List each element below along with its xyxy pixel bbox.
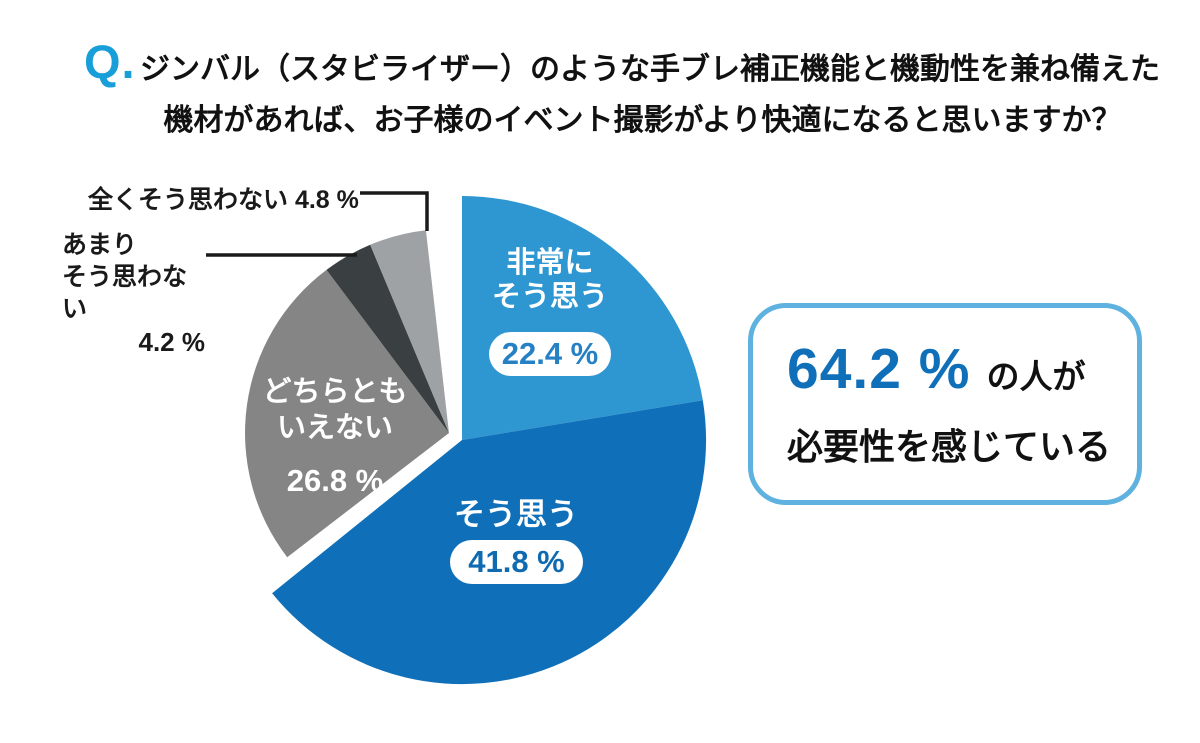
label-strongly-agree: 非常に そう思う: [491, 247, 608, 313]
label-slightly-disagree: あまり そう思わない 4.2 %: [62, 229, 205, 358]
pie-slice-neutral: [245, 269, 449, 558]
callout-line-2: 必要性を感じている: [787, 426, 1112, 467]
question-mark: Q.: [84, 35, 136, 88]
pct-pill-agree: 41.8 %: [450, 540, 583, 584]
callout-line-1: 64.2 % の人が: [787, 336, 1137, 402]
leader-line-strongly-disagree: [360, 191, 429, 231]
callout-suffix: の人が: [986, 358, 1086, 395]
question-line-2: 機材があれば、お子様のイベント撮影がより快適になると思いますか？: [163, 104, 1122, 137]
pct-pill-strongly-agree: 22.4 %: [489, 332, 611, 376]
label-slightly-disagree-name: あまり そう思わない: [62, 231, 188, 323]
label-agree: そう思う: [454, 497, 578, 532]
callout-box: 64.2 % の人が 必要性を感じている: [748, 303, 1142, 505]
callout-highlight-value: 64.2 %: [787, 337, 971, 401]
pie-slice-strongly-agree: [462, 196, 703, 440]
pie-slice-strongly-disagree: [370, 230, 449, 433]
label-slightly-disagree-pct: 4.2 %: [138, 327, 206, 357]
label-strongly-disagree: 全くそう思わない 4.8 %: [88, 186, 359, 214]
pie-slice-slightly-disagree: [326, 244, 449, 433]
label-neutral: どちらとも いえない: [262, 376, 408, 444]
label-neutral-pct: 26.8 %: [286, 463, 384, 498]
question-line-1: ジンバル（スタビライザー）のような手ブレ補正機能と機動性を兼ね備えた: [140, 53, 1160, 86]
